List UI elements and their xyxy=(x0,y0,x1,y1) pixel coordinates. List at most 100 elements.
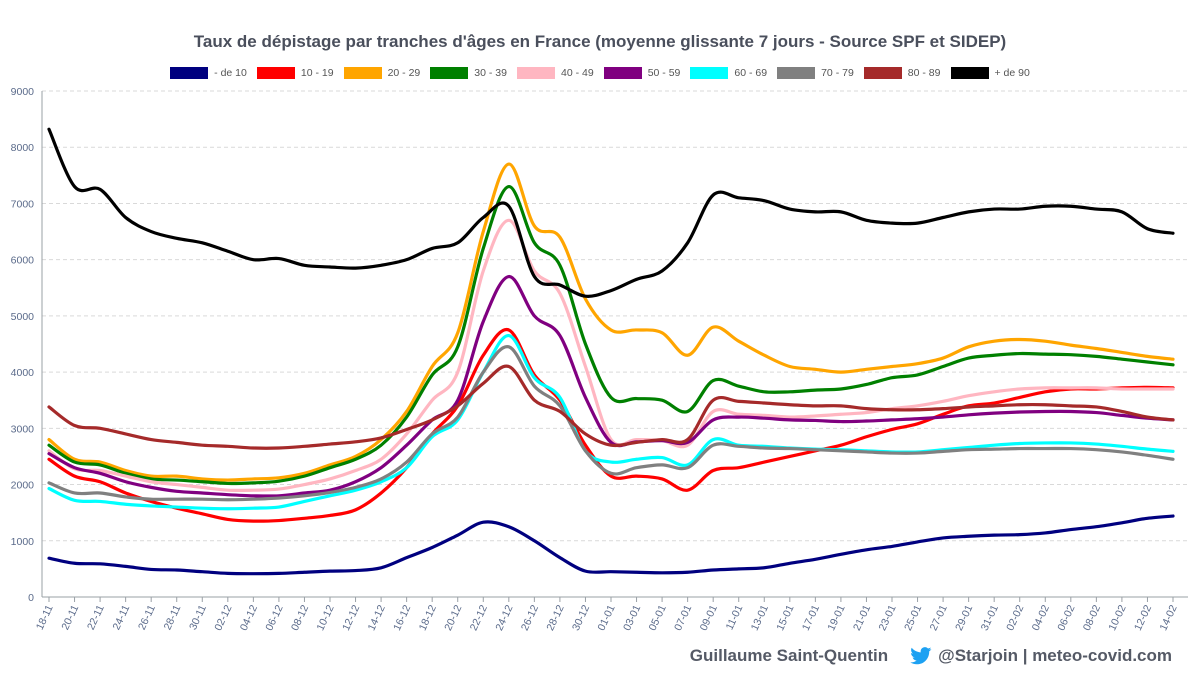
legend-swatch xyxy=(343,67,382,79)
x-tick-label: 22-12 xyxy=(468,603,490,633)
legend-label: - de 10 xyxy=(214,67,247,79)
x-tick-label: 27-01 xyxy=(928,603,950,633)
x-tick-label: 14-02 xyxy=(1157,603,1179,633)
legend-label: 40 - 49 xyxy=(560,67,594,79)
x-tick-label: 25-01 xyxy=(902,603,924,633)
x-tick-label: 14-12 xyxy=(366,603,388,633)
x-tick-label: 08-12 xyxy=(289,603,311,633)
legend-label: 30 - 39 xyxy=(474,67,507,79)
y-tick-label: 1000 xyxy=(11,536,35,548)
x-tick-label: 17-01 xyxy=(800,603,822,633)
x-tick-label: 24-11 xyxy=(110,603,132,632)
legend-label: 10 - 19 xyxy=(300,67,334,79)
x-tick-label: 01-01 xyxy=(595,603,617,633)
y-tick-label: 6000 xyxy=(11,255,35,267)
x-tick-label: 26-12 xyxy=(519,603,541,633)
legend-label: 50 - 59 xyxy=(647,67,681,79)
legend-label: 70 - 79 xyxy=(821,67,854,79)
legend-swatch xyxy=(603,67,642,79)
x-tick-label: 04-12 xyxy=(238,603,260,633)
x-tick-label: 28-11 xyxy=(162,603,184,632)
series-line-de-10 xyxy=(47,514,1175,576)
series-line-80-89 xyxy=(47,364,1175,450)
x-tick-label: 02-12 xyxy=(212,603,234,633)
series-line-50-59 xyxy=(47,274,1175,498)
x-tick-label: 20-12 xyxy=(442,603,464,633)
series-line-30-39 xyxy=(47,184,1175,486)
legend-label: 80 - 89 xyxy=(907,67,941,79)
series-line-20-29 xyxy=(47,162,1175,482)
legend-item[interactable]: 40 - 49 xyxy=(516,67,594,79)
legend-swatch xyxy=(516,67,555,79)
x-tick-label: 15-01 xyxy=(774,603,796,633)
x-tick-label: 29-01 xyxy=(953,603,975,633)
y-tick-label: 5000 xyxy=(11,311,35,323)
legend-item[interactable]: - de 10 xyxy=(170,67,247,79)
x-tick-label: 22-11 xyxy=(85,603,107,632)
x-tick-label: 11-01 xyxy=(724,603,746,632)
legend-swatch xyxy=(690,67,729,79)
legend-item[interactable]: 70 - 79 xyxy=(777,67,854,79)
legend-label: 20 - 29 xyxy=(387,67,421,79)
legend-item[interactable]: 50 - 59 xyxy=(603,67,681,79)
y-tick-label: 8000 xyxy=(11,142,35,154)
legend-item[interactable]: 80 - 89 xyxy=(863,67,941,79)
author-handle: @Starjoin | meteo-covid.com xyxy=(938,646,1172,665)
x-tick-label: 18-12 xyxy=(417,603,439,633)
y-tick-label: 7000 xyxy=(11,198,35,210)
x-tick-label: 18-11 xyxy=(34,603,56,632)
series-line-60-69 xyxy=(47,333,1175,511)
x-tick-label: 16-12 xyxy=(391,603,413,633)
legend: - de 10 10 - 19 20 - 29 30 - 39 40 - 49 50 - … xyxy=(0,67,1200,79)
chart-title: Taux de dépistage par tranches d'âges en… xyxy=(193,32,1007,51)
legend-label: + de 90 xyxy=(994,67,1030,79)
x-tick-label: 10-12 xyxy=(314,603,336,633)
x-tick-label: 02-02 xyxy=(1004,603,1026,633)
x-tick-label: 21-01 xyxy=(851,603,873,633)
y-tick-label: 3000 xyxy=(11,423,35,435)
x-tick-label: 24-12 xyxy=(493,603,515,633)
x-tick-label: 10-02 xyxy=(1106,603,1128,633)
legend-swatch xyxy=(863,67,902,79)
series-line-10-19 xyxy=(47,327,1175,523)
legend-item[interactable]: + de 90 xyxy=(950,67,1030,79)
legend-swatch xyxy=(950,67,989,79)
legend-swatch xyxy=(256,67,295,79)
x-tick-label: 08-02 xyxy=(1081,603,1103,633)
legend-item[interactable]: 10 - 19 xyxy=(256,67,334,79)
series-line-40-49 xyxy=(47,218,1175,493)
author-name: Guillaume Saint-Quentin xyxy=(689,646,889,665)
legend-label: 60 - 69 xyxy=(734,67,768,79)
y-tick-label: 4000 xyxy=(11,367,35,379)
x-tick-label: 12-12 xyxy=(340,603,362,633)
series-line-70-79 xyxy=(47,345,1175,502)
x-tick-label: 20-11 xyxy=(59,603,81,632)
y-tick-label: 0 xyxy=(28,592,34,604)
legend-swatch xyxy=(430,67,469,79)
x-tick-label: 12-02 xyxy=(1132,603,1154,633)
x-tick-label: 28-12 xyxy=(544,603,566,633)
footer: Guillaume Saint-Quentin @Starjoin | mete… xyxy=(690,646,1172,666)
legend-item[interactable]: 60 - 69 xyxy=(690,67,767,79)
legend-item[interactable]: 20 - 29 xyxy=(343,67,421,79)
legend-swatch xyxy=(777,67,816,79)
x-tick-label: 13-01 xyxy=(749,603,771,633)
legend-item[interactable]: 30 - 39 xyxy=(430,67,507,79)
x-tick-label: 06-02 xyxy=(1055,603,1077,633)
series-line-de-90 xyxy=(47,127,1175,298)
x-tick-label: 30-11 xyxy=(187,603,209,632)
x-tick-label: 06-12 xyxy=(263,603,285,633)
x-tick-label: 23-01 xyxy=(876,603,898,633)
x-tick-label: 07-01 xyxy=(672,603,694,633)
x-tick-label: 19-01 xyxy=(825,603,847,633)
x-tick-label: 30-12 xyxy=(570,603,592,633)
x-tick-label: 31-01 xyxy=(979,603,1001,633)
x-tick-label: 04-02 xyxy=(1030,603,1052,633)
x-tick-label: 05-01 xyxy=(647,603,669,633)
x-tick-label: 03-01 xyxy=(621,603,643,633)
x-tick-label: 26-11 xyxy=(136,603,158,632)
twitter-bird-icon xyxy=(910,647,932,665)
legend-swatch xyxy=(170,67,209,79)
y-tick-label: 2000 xyxy=(11,480,35,492)
